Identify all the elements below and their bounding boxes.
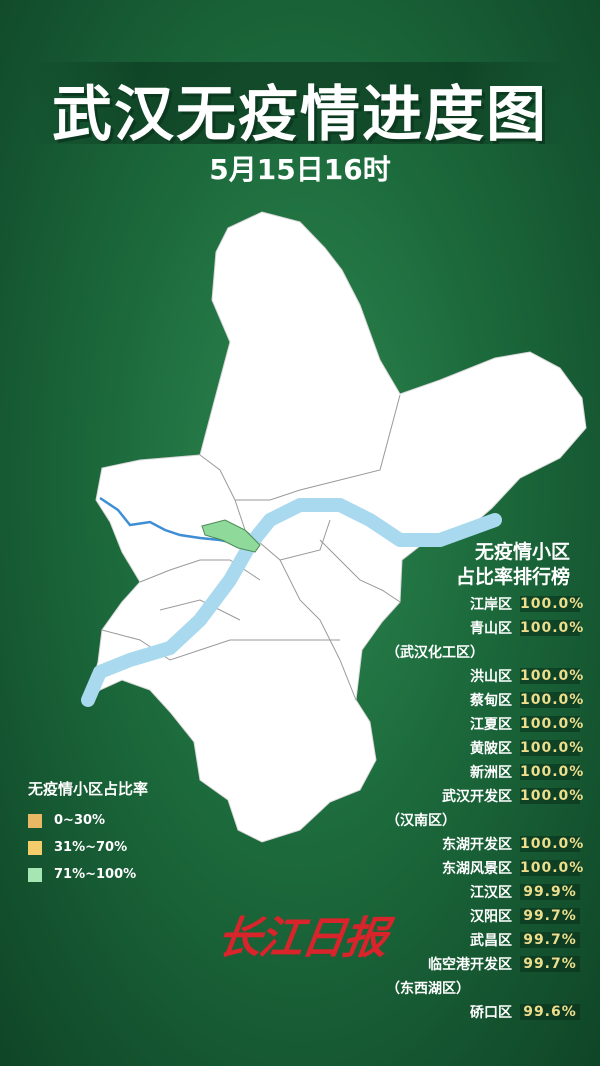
ranking-title-line1: 无疫情小区 — [474, 541, 570, 563]
ranking-row: 洪山区 100.0% — [300, 664, 585, 688]
legend-label: 71%~100% — [54, 867, 137, 882]
han-river — [99, 496, 246, 547]
ranking-list: 江岸区 100.0% 青山区 100.0% （武汉化工区） 洪山区 100.0% 蔡甸区 100… — [300, 592, 585, 1024]
district-name: 硚口区 — [470, 1005, 512, 1021]
legend-label: 31%~70% — [54, 840, 128, 855]
district-name: 新洲区 — [470, 765, 512, 781]
ranking-title-line2: 占比率排行榜 — [455, 566, 570, 588]
title-band — [30, 62, 570, 144]
ranking-row: 黄陂区 100.0% — [300, 736, 585, 760]
ranking-row: 江岸区 100.0% — [300, 592, 585, 616]
legend-swatch — [28, 840, 42, 855]
district-name: 东湖开发区 — [442, 837, 512, 853]
ranking-row: （汉南区） — [300, 808, 580, 832]
ranking-row: 汉阳区 99.7% — [300, 904, 580, 928]
district-name: 武昌区 — [470, 933, 512, 949]
ranking-row: （武汉化工区） — [300, 640, 580, 664]
legend-swatch — [28, 813, 42, 828]
ranking-row: 青山区 100.0% — [300, 616, 585, 640]
ranking-row: 武昌区 99.7% — [300, 928, 580, 952]
legend-title: 无疫情小区占比率 — [28, 780, 149, 798]
ranking-row: 江汉区 99.9% — [300, 880, 580, 904]
yangtze-river — [81, 498, 502, 707]
legend-label: 0~30% — [54, 813, 106, 828]
legend-item: 0~30% — [28, 807, 148, 834]
district-name: 蔡甸区 — [470, 693, 512, 709]
district-rate: 100.0% — [520, 788, 585, 804]
district-name: 临空港开发区 — [428, 957, 512, 973]
district-name: 武汉开发区 — [442, 789, 512, 805]
ranking-row: 江夏区 100.0% — [300, 712, 585, 736]
legend-swatch — [28, 867, 42, 882]
district-rate: 99.7% — [520, 908, 580, 924]
district-rate: 99.7% — [520, 956, 580, 972]
district-rate: 100.0% — [520, 764, 585, 780]
district-name: 江夏区 — [470, 717, 512, 733]
district-rate: 100.0% — [520, 596, 585, 612]
district-name: 东湖风景区 — [442, 861, 512, 877]
ranking-row: 临空港开发区 99.7% — [300, 952, 580, 976]
legend-item: 71%~100% — [28, 861, 148, 888]
district-name: 黄陂区 — [470, 741, 512, 757]
page-title: 武汉无疫情进度图 — [52, 80, 548, 150]
district-name: （汉南区） — [386, 813, 456, 829]
ranking-row: （东西湖区） — [300, 976, 580, 1000]
district-rate: 99.6% — [520, 1004, 580, 1020]
ranking-row: 东湖风景区 100.0% — [300, 856, 585, 880]
district-rate: 100.0% — [520, 716, 585, 732]
district-rate: 100.0% — [520, 620, 585, 636]
district-rate: 100.0% — [520, 860, 585, 876]
legend: 无疫情小区占比率 0~30% 31%~70% 71%~100% — [28, 778, 148, 888]
ranking-title: 无疫情小区 占比率排行榜 — [456, 540, 570, 590]
district-rate: 100.0% — [520, 836, 585, 852]
changjiang-daily-logo: 长江日报 — [213, 913, 389, 964]
district-rate: 99.7% — [520, 932, 580, 948]
district-name: 洪山区 — [470, 669, 512, 685]
district-rate: 100.0% — [520, 668, 585, 684]
wuhan-outline — [84, 211, 587, 843]
ranking-row: 蔡甸区 100.0% — [300, 688, 585, 712]
ranking-row: 武汉开发区 100.0% — [300, 784, 585, 808]
district-rate: 100.0% — [520, 692, 585, 708]
district-name: （武汉化工区） — [386, 645, 484, 661]
highlight-district — [201, 519, 261, 553]
district-rate: 100.0% — [520, 740, 585, 756]
district-name: 江汉区 — [470, 885, 512, 901]
district-rate: 99.9% — [520, 884, 580, 900]
district-name: 江岸区 — [470, 597, 512, 613]
ranking-row: 硚口区 99.6% — [300, 1000, 580, 1024]
district-name: 青山区 — [470, 621, 512, 637]
district-name: 汉阳区 — [470, 909, 512, 925]
legend-item: 31%~70% — [28, 834, 148, 861]
ranking-row: 东湖开发区 100.0% — [300, 832, 585, 856]
ranking-row: 新洲区 100.0% — [300, 760, 585, 784]
district-name: （东西湖区） — [386, 981, 470, 997]
update-time: 5月15日16时 — [209, 153, 391, 186]
